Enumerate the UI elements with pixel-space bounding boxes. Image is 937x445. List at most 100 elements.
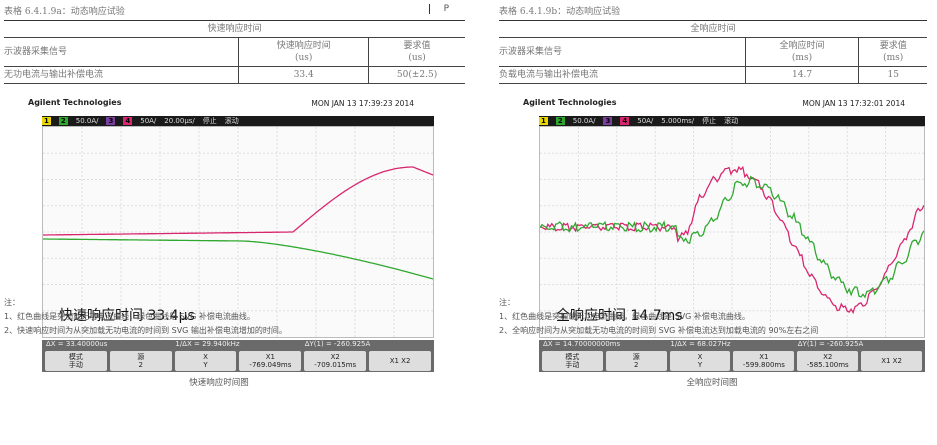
readout: ΔX = 33.40000us 1/ΔX = 29.940kHz ΔY(1) = -… — [42, 340, 434, 372]
softkey-label: 手动 — [565, 360, 580, 369]
softkey-label: X — [203, 352, 208, 361]
note-line: 注： — [499, 298, 515, 307]
table-row: 无功电流与输出补偿电流 33.4 50(±2.5) — [4, 66, 465, 84]
softkeys: 模式 手动源 2 X Y X1 -769.049ms X2 -709.015ms X1 X2 — [42, 350, 434, 373]
readout-value: ΔY(1) = -260.925A — [304, 340, 371, 348]
brand: Agilent Technologies — [523, 98, 617, 107]
note-line: 注： — [4, 298, 20, 307]
softkey-label: X2 — [823, 352, 833, 361]
readout: ΔX = 14.70000000ms 1/ΔX = 68.027Hz ΔY(1) =… — [539, 340, 925, 372]
trace — [43, 166, 434, 236]
table-caption: 表格 6.4.1.9b：动态响应试验 — [499, 7, 621, 17]
channel-number: 2 — [555, 117, 565, 125]
timebase: 5.000ms/ — [661, 117, 695, 125]
table-cell: 无功电流与输出补偿电流 — [4, 66, 239, 84]
header-text: 全响应时间 — [779, 41, 825, 51]
softkey: X2 -709.015ms — [304, 350, 367, 371]
notes: 注： 1、红色曲线是突加载无功电流曲线，绿色曲线是 SVG 补偿电流曲线。 2、全响… — [499, 296, 818, 338]
readout-value: ΔX = 14.70000000ms — [543, 340, 621, 348]
softkey-label: X1 — [265, 352, 276, 361]
header-text: 示波器采集信号 — [4, 47, 68, 57]
channel-scale: 50A/ — [637, 117, 654, 125]
waveform — [539, 127, 925, 337]
readout-value: ΔX = 33.40000us — [46, 340, 108, 348]
softkey-label: 2 — [138, 360, 143, 369]
readout-value: 1/ΔX = 68.027Hz — [670, 340, 731, 348]
channel-number: 4 — [123, 117, 133, 125]
result-table: 快速响应时间 示波器采集信号 快速响应时间 (us) 要求值 (us) 无功电流与输出补偿电… — [4, 20, 465, 84]
softkey-label: -769.049ms — [249, 360, 292, 369]
page-mark: P — [428, 4, 449, 14]
notes: 注： 1、红色曲线是突加载无功电流曲线，绿色曲线是 SVG 补偿电流曲线。 2、快速… — [4, 296, 287, 338]
timestamp: MON JAN 13 17:32:01 2014 — [802, 99, 905, 108]
table-title: 全响应时间 — [499, 20, 927, 38]
softkey-label: X — [697, 352, 703, 361]
softkeys: 模式 手动源 2 X Y X1 -599.800ms X2 -585.100ms X1 X2 — [539, 350, 925, 373]
table-cell: 15 — [858, 66, 927, 84]
note-line: 1、红色曲线是突加载无功电流曲线，绿色曲线是 SVG 补偿电流曲线。 — [4, 312, 255, 321]
readout-value: 1/ΔX = 29.940kHz — [175, 340, 240, 348]
header-cell: 要求值 (ms) — [858, 37, 927, 67]
table-row: 示波器采集信号 快速响应时间 (us) 要求值 (us) — [4, 37, 465, 67]
channel-scale: 50.0A/ — [75, 117, 99, 125]
softkey-label: 源 — [137, 352, 145, 361]
softkey: 模式 手动 — [542, 350, 603, 371]
softkey: X1 -769.049ms — [239, 350, 302, 371]
timebase: 20.00μs/ — [164, 117, 195, 125]
header-text: 示波器采集信号 — [499, 47, 563, 57]
overlay-text: 快速响应时间 33.4μs — [59, 308, 195, 324]
channel-number: 4 — [620, 117, 630, 125]
note-line: 1、红色曲线是突加载无功电流曲线，绿色曲线是 SVG 补偿电流曲线。 — [499, 312, 750, 321]
timestamp: MON JAN 13 17:39:23 2014 — [311, 99, 414, 108]
trace — [43, 238, 434, 280]
left-panel: 表格 6.4.1.9a：动态响应试验 P 快速响应时间示波器采集信号 快速响应时间 (u… — [4, 0, 465, 445]
readout-value: ΔY(1) = -260.925A — [797, 340, 864, 348]
figure-caption: 全响应时间图 — [686, 378, 738, 388]
softkey-label: 模式 — [565, 352, 580, 361]
screen: 全响应时间 14.7ms — [539, 126, 925, 338]
trace — [539, 165, 925, 315]
softkey: X1 X2 — [369, 350, 431, 371]
channel-number: 1 — [42, 117, 51, 125]
table-row: 快速响应时间 — [4, 20, 465, 38]
header-cell: 示波器采集信号 — [499, 37, 746, 67]
channel-scale: 50.0A/ — [572, 117, 596, 125]
mode: 滚动 — [224, 117, 239, 125]
table-caption: 表格 6.4.1.9a：动态响应试验 — [4, 7, 125, 17]
note-line: 2、全响应时间为从突加载无功电流的时间到 SVG 补偿电流达到加载电流的 90%… — [499, 326, 819, 335]
top-bar: 1 2 50.0A/3 4 50A/5.000ms/停止 滚动 — [539, 116, 925, 126]
softkey: X2 -585.100ms — [797, 350, 859, 371]
table-cell: 33.4 — [238, 66, 369, 84]
softkey-label: X2 — [330, 352, 340, 361]
header-unit: (us) — [295, 53, 313, 63]
softkey-label: 模式 — [68, 352, 83, 361]
table-row: 负载电流与输出补偿电流 14.7 15 — [499, 66, 927, 84]
channel-number: 3 — [603, 117, 613, 125]
screen: 快速响应时间 33.4μs — [42, 126, 434, 338]
header-cell: 示波器采集信号 — [4, 37, 239, 67]
softkey-label: Y — [203, 360, 208, 369]
table-row: 示波器采集信号 全响应时间 (ms) 要求值 (ms) — [499, 37, 927, 67]
softkey-label: X1 X2 — [881, 356, 902, 365]
right-panel: 表格 6.4.1.9b：动态响应试验全响应时间示波器采集信号 全响应时间 (ms) 要… — [499, 0, 927, 445]
softkey-label: 源 — [632, 352, 640, 361]
trace — [539, 175, 925, 299]
header-cell: 快速响应时间 (us) — [238, 37, 369, 67]
header-cell: 要求值 (us) — [368, 37, 465, 67]
softkey-label: -709.015ms — [314, 360, 357, 369]
header-cell: 全响应时间 (ms) — [744, 37, 859, 67]
softkey: X1 -599.800ms — [733, 350, 795, 371]
softkey-label: X1 X2 — [389, 356, 411, 365]
mode: 滚动 — [724, 117, 739, 125]
table-title: 快速响应时间 — [4, 20, 465, 38]
softkey-label: 2 — [634, 360, 639, 369]
table-cell: 负载电流与输出补偿电流 — [499, 66, 746, 84]
softkey-label: Y — [697, 360, 703, 369]
overlay-text: 全响应时间 14.7ms — [556, 308, 683, 324]
header-text: 要求值 — [403, 41, 431, 51]
softkey-label: X1 — [759, 352, 769, 361]
note-line: 2、快速响应时间为从突加载无功电流的时间到 SVG 输出补偿电流增加的时间。 — [4, 326, 287, 335]
